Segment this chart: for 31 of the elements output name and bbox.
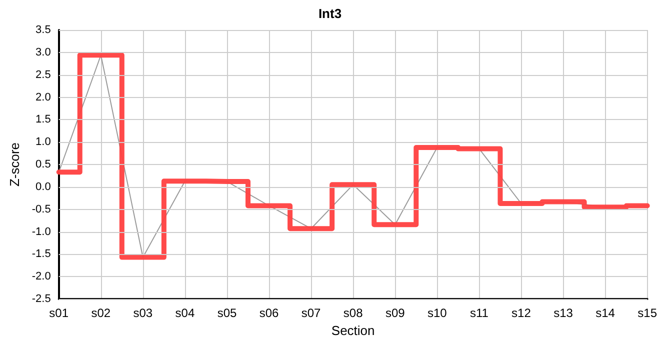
chart-title: Int3 (318, 6, 342, 21)
x-tick-label: s15 (638, 306, 658, 320)
x-tick-label: s03 (133, 306, 153, 320)
x-tick-label: s10 (427, 306, 448, 320)
y-tick-label: 1.5 (36, 114, 51, 126)
y-tick-label: 3.5 (36, 24, 51, 36)
y-tick-label: 1.0 (36, 136, 51, 148)
y-tick-label: -1.0 (32, 226, 51, 238)
y-tick-label: -2.5 (32, 293, 51, 305)
x-tick-label: s09 (385, 306, 406, 320)
y-tick-label: 3.0 (36, 46, 51, 58)
x-tick-label: s11 (470, 306, 489, 320)
x-tick-label: s05 (217, 306, 237, 320)
y-tick-label: 0.5 (36, 158, 51, 170)
x-tick-label: s06 (259, 306, 280, 320)
x-tick-label: s07 (301, 306, 322, 320)
y-tick-label: -1.5 (32, 248, 51, 260)
x-tick-label: s13 (554, 306, 574, 320)
x-tick-label: s04 (175, 306, 195, 320)
x-tick-label: s08 (343, 306, 364, 320)
x-tick-label: s02 (91, 306, 111, 320)
x-tick-label: s14 (596, 306, 616, 320)
y-tick-label: 2.0 (36, 91, 51, 104)
y-tick-label: 0.0 (36, 180, 51, 193)
x-axis-title: Section (331, 322, 375, 338)
x-tick-label: s01 (49, 306, 69, 320)
x-tick-label: s12 (512, 306, 532, 320)
y-tick-label: 2.5 (36, 68, 51, 81)
y-axis-title: Z-score (7, 142, 22, 187)
y-tick-label: -2.0 (32, 270, 51, 283)
y-tick-label: -0.5 (32, 203, 51, 216)
